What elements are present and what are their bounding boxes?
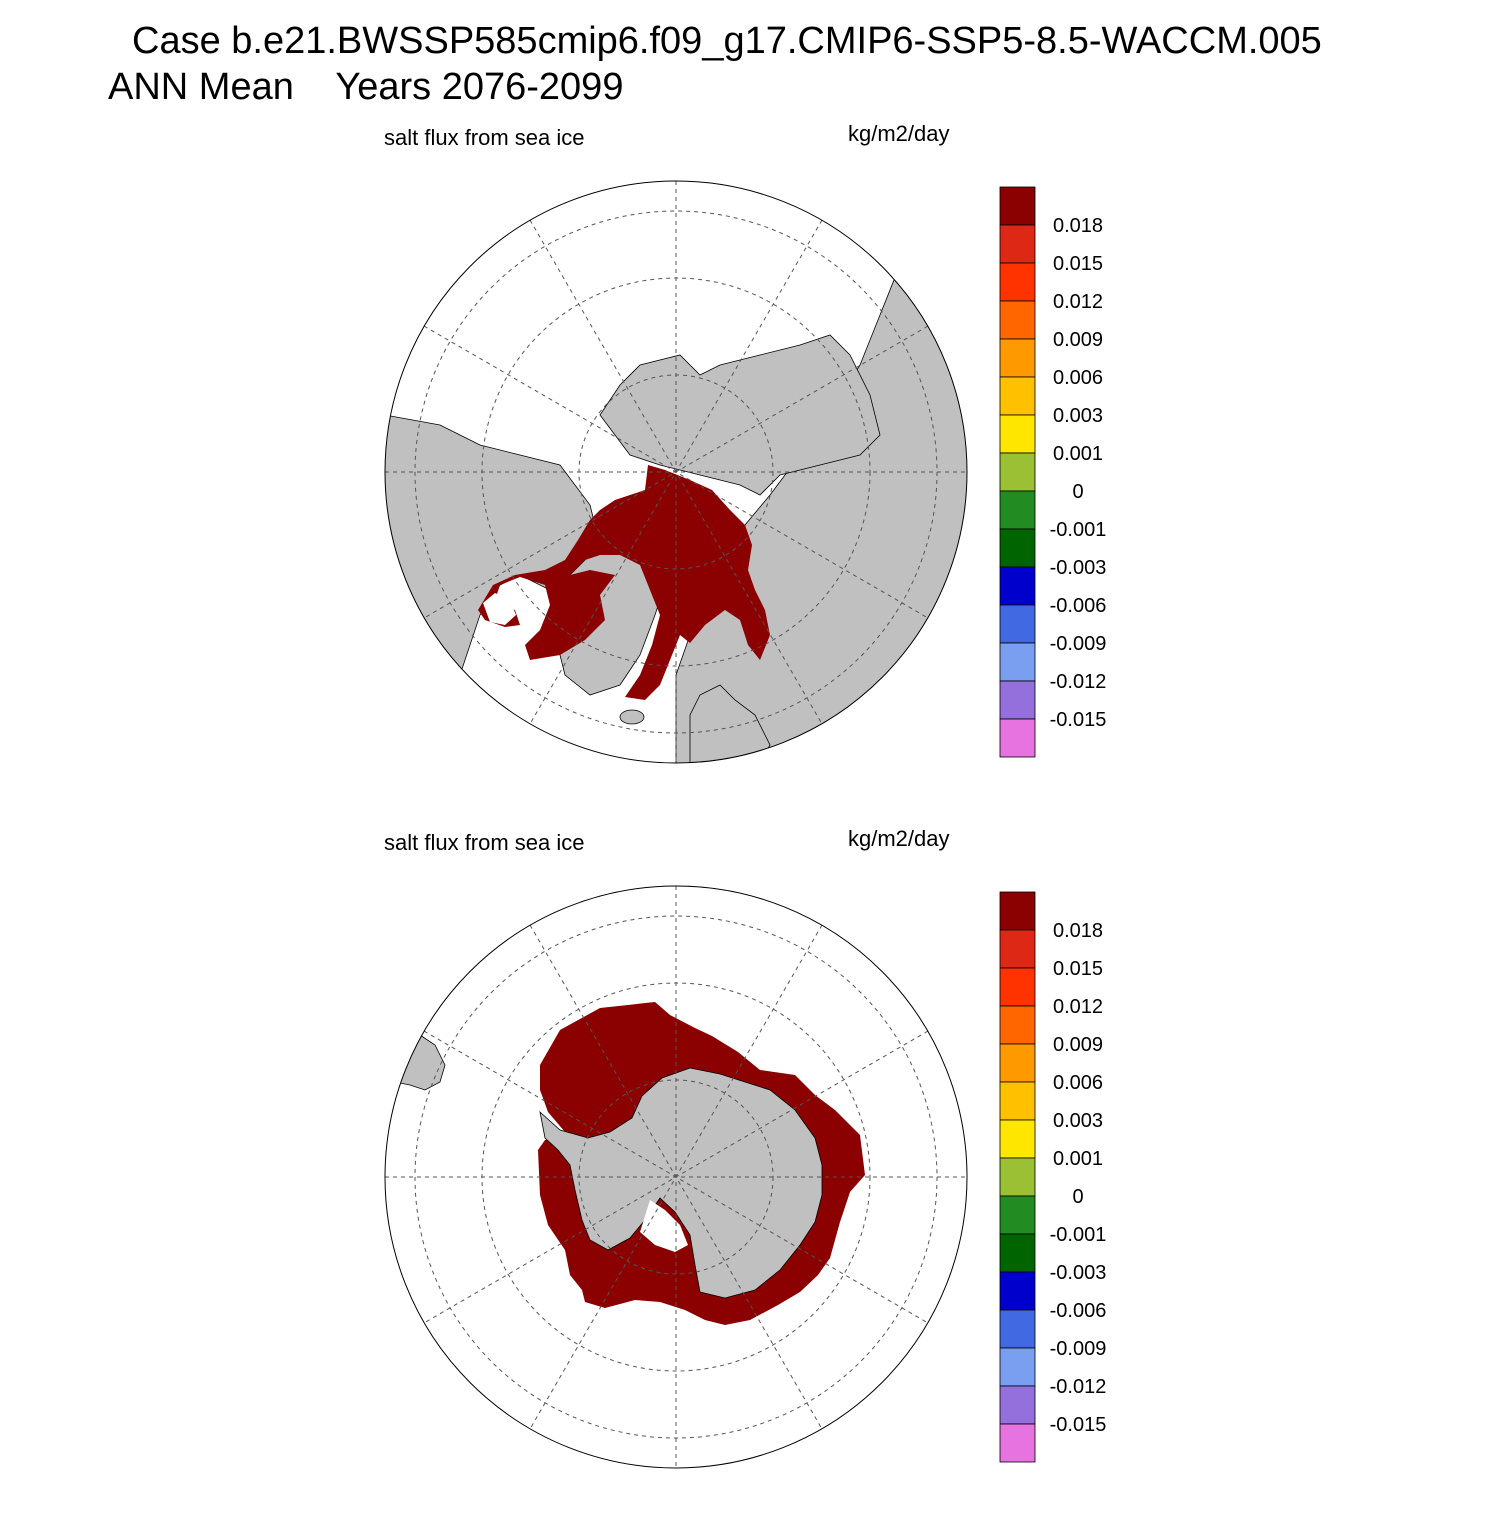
colorbar-box xyxy=(999,718,1036,758)
south-map-boundary xyxy=(384,885,968,1469)
colorbar-box xyxy=(999,1385,1036,1425)
sea-ice-flux-arctic xyxy=(478,465,770,700)
colorbar-box xyxy=(999,1233,1036,1273)
colorbar-tick-label: -0.015 xyxy=(1050,1414,1107,1436)
colorbar-tick-label: 0.001 xyxy=(1053,1148,1103,1170)
colorbar-tick-label: 0.003 xyxy=(1053,1110,1103,1132)
colorbar-box xyxy=(999,1309,1036,1349)
colorbar-tick-label: -0.006 xyxy=(1050,1300,1107,1322)
north-map-svg: 0.018 0.015 0.012 0.009 0.006 0.003 0.001 0 -0.0… xyxy=(384,180,1107,764)
colorbar-tick-label: 0 xyxy=(1072,1186,1083,1208)
land-antarctica xyxy=(539,1067,823,1299)
colorbar-box xyxy=(999,224,1036,264)
colorbar-tick-label: -0.001 xyxy=(1050,1224,1107,1246)
colorbar-box xyxy=(999,1119,1036,1159)
south-colorbar: 0.018 0.015 0.012 0.009 0.006 0.003 0.001 0 -0.0… xyxy=(999,891,1107,1463)
colorbar-tick-label: -0.012 xyxy=(1050,671,1107,693)
colorbar-tick-label: 0.012 xyxy=(1053,996,1103,1018)
figure-title-case: Case b.e21.BWSSP585cmip6.f09_g17.CMIP6-S… xyxy=(132,20,1322,62)
colorbar-box xyxy=(999,1347,1036,1387)
colorbar-box xyxy=(999,300,1036,340)
colorbar-box xyxy=(999,186,1036,226)
colorbar-box xyxy=(999,1195,1036,1235)
north-graticule xyxy=(385,181,967,763)
colorbar-tick-label: 0.009 xyxy=(1053,1034,1103,1056)
colorbar-box xyxy=(999,680,1036,720)
panel-north-polar-map: salt flux from sea ice kg/m2/day xyxy=(0,115,1500,820)
colorbar-tick-label: -0.001 xyxy=(1050,519,1107,541)
hudson-bay xyxy=(483,593,516,625)
colorbar-tick-label: 0.001 xyxy=(1053,443,1103,465)
colorbar-box xyxy=(999,967,1036,1007)
colorbar-tick-label: -0.012 xyxy=(1050,1376,1107,1398)
colorbar-box xyxy=(999,338,1036,378)
colorbar-tick-label: 0.006 xyxy=(1053,1072,1103,1094)
colorbar-tick-label: 0.018 xyxy=(1053,215,1103,237)
colorbar-box xyxy=(999,642,1036,682)
land-europe xyxy=(689,684,771,763)
colorbar-box xyxy=(999,528,1036,568)
panel-units: kg/m2/day xyxy=(848,826,950,851)
colorbar-tick-label: 0.018 xyxy=(1053,920,1103,942)
colorbar-box xyxy=(999,566,1036,606)
colorbar-box xyxy=(999,414,1036,454)
panel-title: salt flux from sea ice xyxy=(384,125,585,150)
colorbar-tick-label: -0.003 xyxy=(1050,1262,1107,1284)
panel-units: kg/m2/day xyxy=(848,121,950,146)
colorbar-tick-label: 0.015 xyxy=(1053,958,1103,980)
colorbar-tick-label: -0.003 xyxy=(1050,557,1107,579)
colorbar-tick-label: -0.009 xyxy=(1050,633,1107,655)
north-colorbar: 0.018 0.015 0.012 0.009 0.006 0.003 0.001 0 -0.0… xyxy=(999,186,1107,758)
land-iceland xyxy=(619,709,645,725)
colorbar-tick-label: -0.015 xyxy=(1050,709,1107,731)
colorbar-tick-label: -0.009 xyxy=(1050,1338,1107,1360)
colorbar-box xyxy=(999,490,1036,530)
colorbar-box xyxy=(999,452,1036,492)
figure-title-period: ANN Mean Years 2076-2099 xyxy=(108,66,624,108)
colorbar-tick-label: 0 xyxy=(1072,481,1083,503)
colorbar-box xyxy=(999,1005,1036,1045)
south-map-svg: 0.018 0.015 0.012 0.009 0.006 0.003 0.001 0 -0.0… xyxy=(384,885,1107,1469)
colorbar-box xyxy=(999,1423,1036,1463)
colorbar-box xyxy=(999,1157,1036,1197)
colorbar-box xyxy=(999,891,1036,931)
colorbar-box xyxy=(999,262,1036,302)
colorbar-box xyxy=(999,1271,1036,1311)
colorbar-tick-label: -0.006 xyxy=(1050,595,1107,617)
colorbar-tick-label: 0.012 xyxy=(1053,291,1103,313)
colorbar-tick-label: 0.006 xyxy=(1053,367,1103,389)
colorbar-box xyxy=(999,604,1036,644)
colorbar-box xyxy=(999,1081,1036,1121)
panel-title: salt flux from sea ice xyxy=(384,830,585,855)
colorbar-tick-label: 0.009 xyxy=(1053,329,1103,351)
colorbar-box xyxy=(999,376,1036,416)
colorbar-box xyxy=(999,1043,1036,1083)
colorbar-tick-label: 0.015 xyxy=(1053,253,1103,275)
colorbar-box xyxy=(999,929,1036,969)
south-graticule xyxy=(385,886,967,1468)
colorbar-tick-label: 0.003 xyxy=(1053,405,1103,427)
north-map-boundary xyxy=(384,180,968,764)
panel-south-polar-map: salt flux from sea ice kg/m2/day xyxy=(0,820,1500,1525)
